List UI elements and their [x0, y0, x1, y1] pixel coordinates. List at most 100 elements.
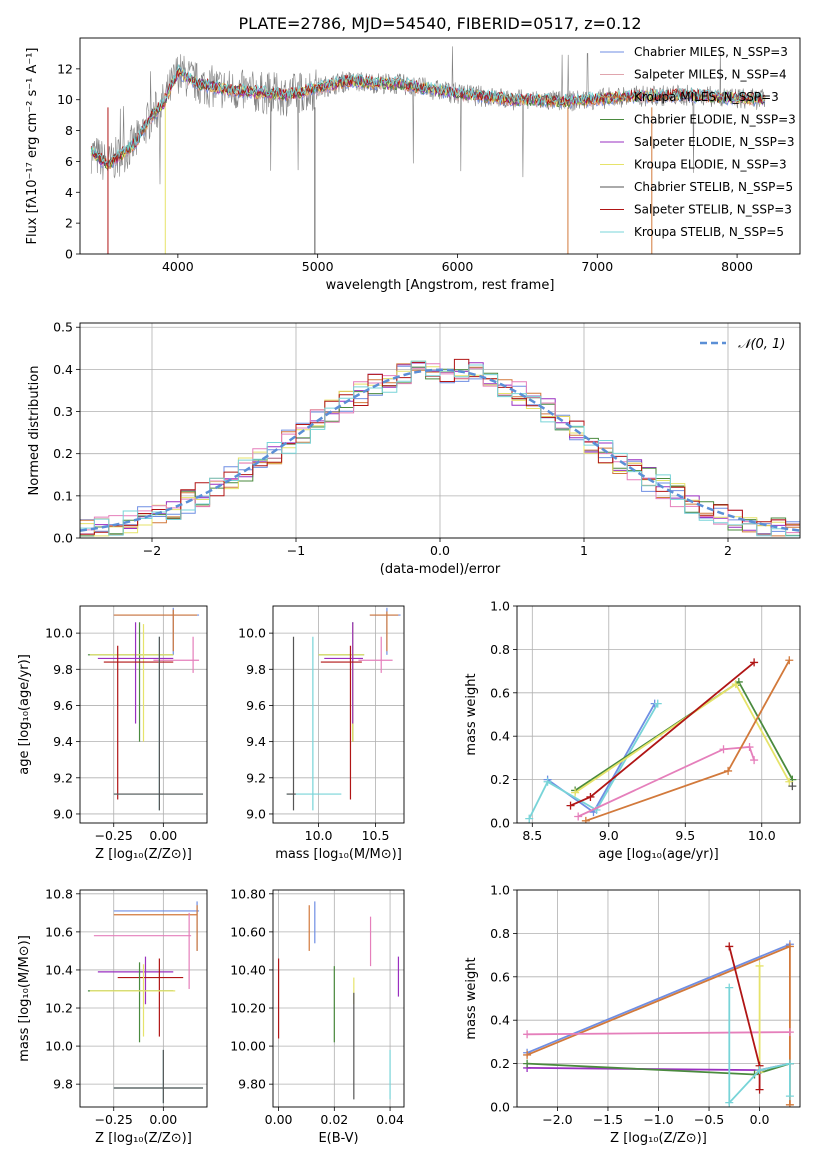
legend-entry: Salpeter MILES, N_SSP=4: [634, 68, 787, 82]
y-tick-label: 9.0: [246, 806, 266, 821]
y-tick-label: 9.2: [246, 770, 266, 785]
weight-point: [788, 782, 797, 791]
x-tick-label: 10.0: [748, 828, 776, 843]
y-tick-label: 0.0: [53, 531, 73, 546]
weight-line: [527, 1031, 790, 1036]
y-tick-label: 12: [57, 61, 73, 76]
x-tick-label: −0.25: [95, 828, 133, 843]
x-tick-label: −1.5: [593, 1112, 623, 1127]
x-tick-label: 0.00: [149, 828, 177, 843]
y-tick-label: 0.4: [53, 362, 73, 377]
y-tick-label: 0.5: [53, 320, 73, 335]
y-tick-label: 9.8: [53, 662, 73, 677]
y-tick-label: 9.4: [53, 734, 73, 749]
x-axis-label: (data-model)/error: [380, 562, 501, 577]
weight-point: [724, 766, 733, 775]
x-tick-label: 0.04: [376, 1112, 404, 1127]
weights-weight_vs_age: [525, 656, 797, 823]
weight-line: [574, 682, 791, 794]
x-tick-label: 0.00: [149, 1112, 177, 1127]
weight-point: [785, 942, 794, 951]
y-tick-label: 10.8: [45, 886, 73, 901]
x-tick-label: 8000: [721, 259, 753, 274]
y-tick-label: 9.6: [53, 698, 73, 713]
weight-point: [745, 743, 754, 752]
y-tick-label: 0.4: [490, 729, 510, 744]
x-tick-label: 7000: [581, 259, 613, 274]
x-tick-label: 2: [724, 543, 732, 558]
x-tick-label: −0.25: [95, 1112, 133, 1127]
x-tick-label: 9.5: [675, 828, 695, 843]
axes-age_vs_mass: 10.0 10.5 9.0 9.2 9.4 9.6 9.8 10.0 mass [log₁₀(M…: [238, 606, 404, 862]
y-tick-label: 0.6: [490, 969, 510, 984]
age_vs_Z-frame: [79, 605, 208, 824]
weight-point: [586, 792, 595, 801]
y-tick-label: 10.4: [45, 962, 73, 977]
weight-point: [785, 777, 794, 786]
spectrum-lines: [90, 46, 766, 254]
y-tick-label: 10.0: [45, 1039, 73, 1054]
x-tick-label: 4000: [162, 259, 194, 274]
legend-entry: Chabrier STELIB, N_SSP=5: [634, 180, 793, 194]
x-tick-label: −2: [143, 543, 161, 558]
spectrum-legend: Chabrier MILES, N_SSP=3 Salpeter MILES, N…: [600, 45, 796, 239]
x-tick-label: 0.0: [430, 543, 450, 558]
figure-title: PLATE=2786, MJD=54540, FIBERID=0517, z=0…: [238, 14, 641, 33]
weight-line: [577, 746, 755, 818]
y-tick-label: 1.0: [490, 599, 510, 614]
legend-entry: Salpeter STELIB, N_SSP=3: [634, 203, 792, 217]
y-axis-label: age [log₁₀(age/yr)]: [17, 654, 32, 775]
weight-point: [574, 812, 583, 821]
x-tick-label: −2.0: [542, 1112, 572, 1127]
y-tick-label: 10: [57, 92, 73, 107]
x-tick-label: 6000: [442, 259, 474, 274]
y-tick-label: 0.2: [490, 1056, 510, 1071]
weight-point: [725, 1098, 734, 1107]
x-axis-label: wavelength [Angstrom, rest frame]: [326, 278, 555, 293]
weight-point: [525, 814, 534, 823]
y-axis-label: Flux [fλ10⁻¹⁷ erg cm⁻² s⁻¹ A⁻¹]: [25, 48, 40, 245]
y-axis-label: mass weight: [464, 957, 479, 1039]
model-spectrum-kroupa_stelib: [90, 63, 765, 168]
y-tick-label: 10.2: [45, 1001, 73, 1016]
weight-point: [523, 1050, 532, 1059]
legend-entry: Kroupa STELIB, N_SSP=5: [634, 225, 784, 239]
x-axis-label: age [log₁₀(age/yr)]: [598, 847, 719, 862]
histogram-kroupa_stelib: [80, 360, 800, 537]
weight-point: [785, 1100, 794, 1107]
x-tick-label: 0.00: [265, 1112, 293, 1127]
weight-point: [785, 656, 794, 665]
y-tick-label: 1.0: [490, 883, 510, 898]
weight-line: [728, 946, 761, 1090]
axes-mass_vs_Z: −0.25 0.00 9.8 10.0 10.2 10.4 10.6 10.8 Z [log₁₀…: [17, 886, 207, 1146]
weight-point: [731, 680, 740, 689]
spectrum-frame: [79, 37, 801, 255]
x-tick-label: −0.5: [694, 1112, 724, 1127]
legend-entry: 𝒩(0, 1): [738, 337, 785, 352]
weight_vs_age-frame: [516, 605, 801, 824]
x-axis-label: Z [log₁₀(Z/Z⊙)]: [95, 847, 192, 862]
errorbars-mass_vs_Z: [87, 901, 204, 1104]
errorbars-age_vs_Z: [87, 607, 204, 811]
axes-weight_vs_Z: −2.0 −1.5 −1.0 −0.5 0.0 0.0 0.2 0.4 0.6 0.8 1.0 Z […: [464, 883, 800, 1146]
y-tick-label: 9.8: [53, 1077, 73, 1092]
y-tick-label: 10.40: [230, 962, 266, 977]
x-tick-label: 0.0: [750, 1112, 770, 1127]
weight-point: [523, 1030, 532, 1039]
age_vs_mass-frame: [272, 605, 405, 824]
y-tick-label: 9.6: [246, 698, 266, 713]
x-tick-label: 1: [580, 543, 588, 558]
y-tick-label: 0.3: [53, 404, 73, 419]
model-spectrum-salpeter_stelib: [90, 69, 765, 168]
legend-entry: Chabrier ELODIE, N_SSP=3: [634, 113, 796, 127]
errorbars-mass_vs_ebv: [277, 901, 400, 1100]
legend-entry: Kroupa MILES, N_SSP=3: [634, 90, 779, 104]
weight-point: [750, 658, 759, 667]
weights-weight_vs_Z: [523, 940, 794, 1107]
weight-point: [566, 801, 575, 810]
y-axis-label: Normed distribution: [27, 366, 42, 496]
histograms: [80, 358, 800, 537]
y-axis-label: mass [log₁₀(M/M⊙)]: [17, 935, 32, 1062]
x-tick-label: −1: [287, 543, 305, 558]
errorbars-age_vs_mass: [286, 607, 401, 811]
